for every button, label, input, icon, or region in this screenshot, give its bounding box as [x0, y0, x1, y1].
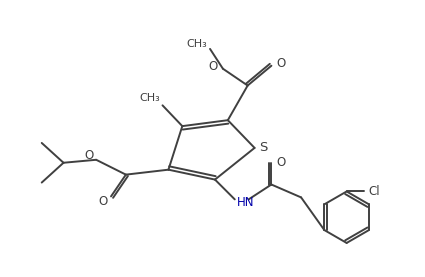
Text: O: O: [84, 149, 93, 162]
Text: HN: HN: [237, 196, 254, 209]
Text: O: O: [276, 156, 286, 169]
Text: O: O: [276, 57, 286, 70]
Text: CH₃: CH₃: [186, 39, 207, 49]
Text: O: O: [99, 195, 108, 208]
Text: CH₃: CH₃: [140, 93, 161, 103]
Text: S: S: [260, 141, 268, 154]
Text: Cl: Cl: [368, 185, 380, 198]
Text: O: O: [209, 60, 218, 73]
